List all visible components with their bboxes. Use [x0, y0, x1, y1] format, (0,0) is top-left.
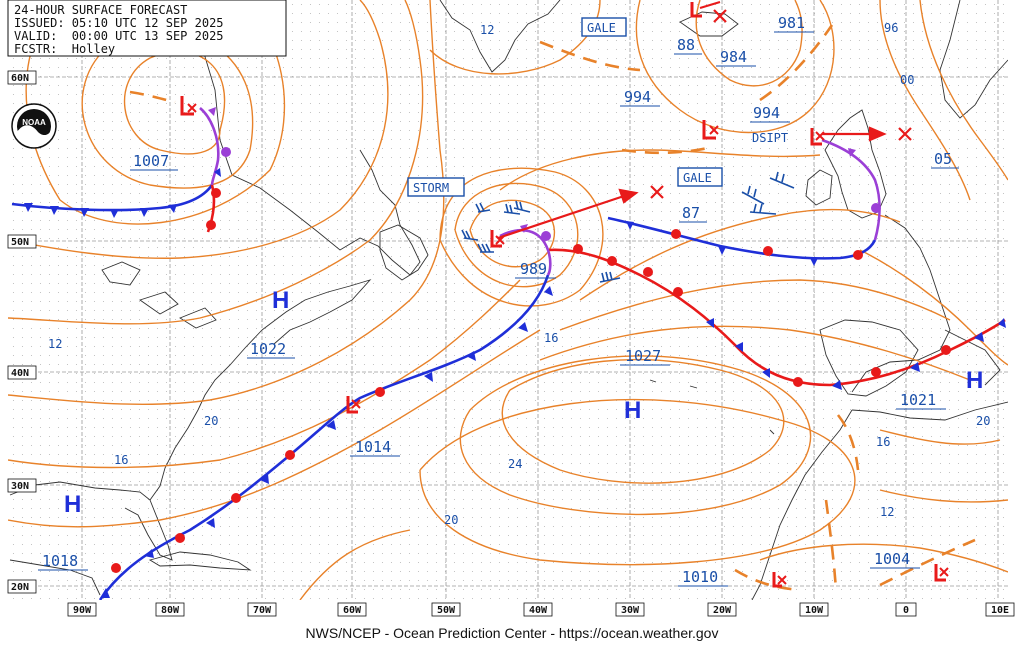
- svg-text:10W: 10W: [805, 605, 824, 616]
- svg-text:30W: 30W: [621, 605, 640, 616]
- svg-text:20N: 20N: [11, 582, 29, 593]
- svg-text:30N: 30N: [11, 481, 29, 492]
- pressure-value: 1021: [900, 391, 936, 409]
- issued-time: ISSUED: 05:10 UTC 12 SEP 2025: [14, 16, 224, 30]
- svg-text:20: 20: [204, 414, 218, 428]
- pressure-labels: 1007 1022 989 994 981 984 994 88 87 05 1…: [38, 14, 959, 587]
- pressure-value: 1018: [42, 552, 78, 570]
- isobar-value-labels: 12 12 16 20 16 24 20 16 12 20 96 00: [48, 21, 990, 527]
- low-symbols: [180, 2, 949, 588]
- pressure-value: 1007: [133, 152, 169, 170]
- pressure-value: 1014: [355, 438, 391, 456]
- pressure-value: 88: [677, 36, 695, 54]
- chart-title: 24-HOUR SURFACE FORECAST: [14, 3, 187, 17]
- noaa-logo-text: NOAA: [22, 118, 46, 127]
- svg-text:16: 16: [876, 435, 890, 449]
- gale-warning: GALE: [683, 171, 712, 185]
- svg-text:20W: 20W: [713, 605, 732, 616]
- pressure-value: 1027: [625, 347, 661, 365]
- storm-tracks: [497, 0, 887, 240]
- svg-text:16: 16: [114, 453, 128, 467]
- map-grid: [8, 0, 1008, 600]
- latitude-labels: 60N 50N 40N 30N 20N: [7, 70, 37, 594]
- future-position-markers: [650, 9, 912, 199]
- pressure-value: 1022: [250, 340, 286, 358]
- warning-labels: GALE GALE STORM DSIPT: [407, 17, 788, 197]
- pressure-value: 1004: [874, 550, 910, 568]
- wind-barbs: [461, 171, 795, 283]
- svg-text:20: 20: [976, 414, 990, 428]
- svg-text:00: 00: [900, 73, 914, 87]
- svg-text:20: 20: [444, 513, 458, 527]
- svg-text:10E: 10E: [991, 605, 1009, 616]
- svg-text:16: 16: [544, 331, 558, 345]
- noaa-logo: NOAA: [11, 103, 57, 149]
- troughs: [129, 24, 976, 592]
- svg-text:40N: 40N: [11, 368, 29, 379]
- svg-text:H: H: [966, 367, 983, 394]
- fronts: [11, 107, 1006, 600]
- svg-text:H: H: [272, 287, 289, 314]
- pressure-value: 1010: [682, 568, 718, 586]
- storm-warning: STORM: [413, 181, 449, 195]
- svg-text:60W: 60W: [343, 605, 362, 616]
- pressure-value: 87: [682, 204, 700, 222]
- valid-time: VALID: 00:00 UTC 13 SEP 2025: [14, 29, 224, 43]
- svg-text:70W: 70W: [253, 605, 272, 616]
- pressure-value: 981: [778, 14, 805, 32]
- pressure-value: 05: [934, 150, 952, 168]
- svg-text:80W: 80W: [161, 605, 180, 616]
- svg-text:96: 96: [884, 21, 898, 35]
- dissipating-label: DSIPT: [752, 131, 788, 145]
- pressure-value: 994: [624, 88, 651, 106]
- svg-text:50N: 50N: [11, 237, 29, 248]
- svg-text:H: H: [64, 491, 81, 518]
- svg-text:24: 24: [508, 457, 522, 471]
- pressure-value: 984: [720, 48, 747, 66]
- longitude-labels: 90W 80W 70W 60W 50W 40W 30W 20W 10W 0 10…: [67, 602, 1015, 617]
- svg-text:0: 0: [903, 605, 909, 616]
- svg-text:12: 12: [48, 337, 62, 351]
- forecast-header: 24-HOUR SURFACE FORECAST ISSUED: 05:10 U…: [7, 0, 287, 57]
- pressure-value: 994: [753, 104, 780, 122]
- svg-text:40W: 40W: [529, 605, 548, 616]
- svg-text:50W: 50W: [437, 605, 456, 616]
- svg-text:12: 12: [480, 23, 494, 37]
- footer-credit: NWS/NCEP - Ocean Prediction Center - htt…: [306, 625, 719, 641]
- pressure-value: 989: [520, 260, 547, 278]
- svg-text:60N: 60N: [11, 73, 29, 84]
- gale-warning: GALE: [587, 21, 616, 35]
- svg-text:90W: 90W: [73, 605, 92, 616]
- high-symbols: H H H H: [64, 287, 983, 518]
- svg-text:H: H: [624, 397, 641, 424]
- forecaster: FCSTR: Holley: [14, 42, 115, 56]
- svg-text:12: 12: [880, 505, 894, 519]
